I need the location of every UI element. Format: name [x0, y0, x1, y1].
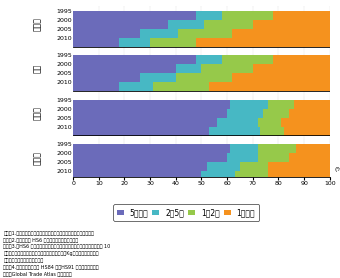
- Bar: [268, 162, 330, 171]
- Bar: [260, 127, 284, 136]
- Bar: [73, 64, 176, 73]
- Bar: [73, 127, 209, 136]
- Bar: [268, 100, 294, 109]
- Bar: [196, 11, 222, 20]
- Bar: [73, 109, 227, 118]
- Bar: [201, 64, 253, 73]
- Bar: [296, 144, 330, 153]
- Bar: [204, 20, 253, 29]
- Bar: [140, 73, 176, 82]
- Bar: [281, 118, 330, 127]
- Bar: [253, 20, 330, 29]
- Bar: [235, 171, 268, 180]
- Bar: [119, 38, 150, 47]
- Bar: [227, 153, 258, 162]
- Text: 加工品: 加工品: [33, 18, 42, 31]
- Text: 消費財: 消費財: [33, 151, 42, 165]
- Bar: [273, 11, 330, 20]
- Bar: [178, 29, 232, 38]
- Bar: [196, 55, 222, 64]
- Bar: [240, 162, 268, 171]
- Bar: [140, 29, 178, 38]
- Bar: [230, 100, 268, 109]
- Bar: [176, 73, 232, 82]
- Bar: [258, 144, 296, 153]
- Bar: [209, 127, 260, 136]
- Legend: 5倍以上, 2～5倍, 1～2倍, 1倍未満: 5倍以上, 2～5倍, 1～2倍, 1倍未満: [113, 204, 259, 221]
- Bar: [258, 118, 281, 127]
- Bar: [273, 55, 330, 64]
- Bar: [73, 100, 230, 109]
- Bar: [73, 162, 207, 171]
- Bar: [119, 82, 153, 91]
- Bar: [253, 64, 330, 73]
- Bar: [150, 38, 196, 47]
- Bar: [73, 73, 140, 82]
- Bar: [227, 109, 263, 118]
- Bar: [230, 144, 258, 153]
- Bar: [289, 153, 330, 162]
- Bar: [73, 20, 168, 29]
- Bar: [73, 11, 196, 20]
- Bar: [258, 153, 289, 162]
- Bar: [73, 82, 119, 91]
- Bar: [73, 55, 196, 64]
- Bar: [289, 109, 330, 118]
- Text: 資本財: 資本財: [33, 106, 42, 120]
- Bar: [73, 29, 140, 38]
- Bar: [207, 162, 240, 171]
- Bar: [222, 11, 273, 20]
- Bar: [284, 127, 330, 136]
- Bar: [294, 100, 330, 109]
- Bar: [268, 171, 330, 180]
- Bar: [217, 118, 258, 127]
- Text: 備考：1.　単価の倍率＝日本からの輸入単価／中国からの輸入単価。
　　　2.　シェアは HS6 桁コードの品目数で算出。
　　　3.　HS6 桁で、日中からの輸: 備考：1. 単価の倍率＝日本からの輸入単価／中国からの輸入単価。 2. シェアは…: [3, 231, 110, 277]
- Bar: [73, 38, 119, 47]
- Bar: [232, 73, 330, 82]
- Bar: [73, 118, 217, 127]
- Bar: [201, 171, 235, 180]
- Bar: [153, 82, 209, 91]
- Bar: [168, 20, 204, 29]
- Bar: [73, 171, 201, 180]
- Bar: [209, 82, 330, 91]
- Text: (%): (%): [335, 167, 340, 172]
- Bar: [222, 55, 273, 64]
- Text: 部品: 部品: [33, 64, 42, 73]
- Bar: [263, 109, 289, 118]
- Bar: [196, 38, 330, 47]
- Bar: [73, 153, 227, 162]
- Bar: [232, 29, 330, 38]
- Bar: [73, 144, 230, 153]
- Bar: [176, 64, 202, 73]
